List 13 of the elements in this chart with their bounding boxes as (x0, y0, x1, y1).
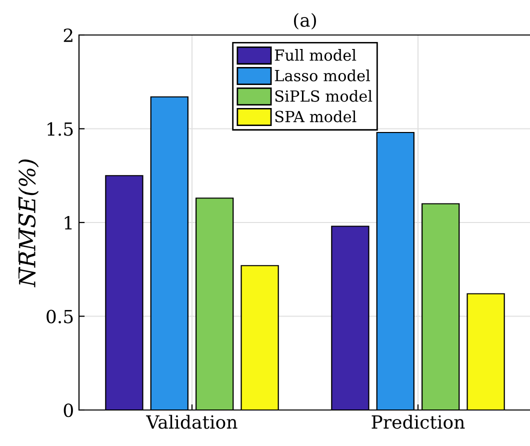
y-axis-title: N̅R̅M̅S̅E̅(%) (18, 159, 39, 288)
legend-label: Full model (274, 49, 356, 61)
y-tick-label: 1.5 (48, 122, 73, 136)
y-tick-label: 0.5 (46, 310, 73, 324)
legend-label: SPA model (275, 110, 356, 122)
x-tick-label: Validation (146, 414, 238, 429)
legend-label: SiPLS model (275, 90, 372, 102)
y-tick-label: 1 (64, 216, 72, 230)
legend-label: Lasso model (274, 70, 370, 82)
y-tick-label: 2 (64, 28, 72, 42)
chart-title: (a) (294, 12, 316, 30)
y-tick-label: 0 (64, 403, 73, 418)
x-tick-label: Prediction (372, 414, 465, 429)
